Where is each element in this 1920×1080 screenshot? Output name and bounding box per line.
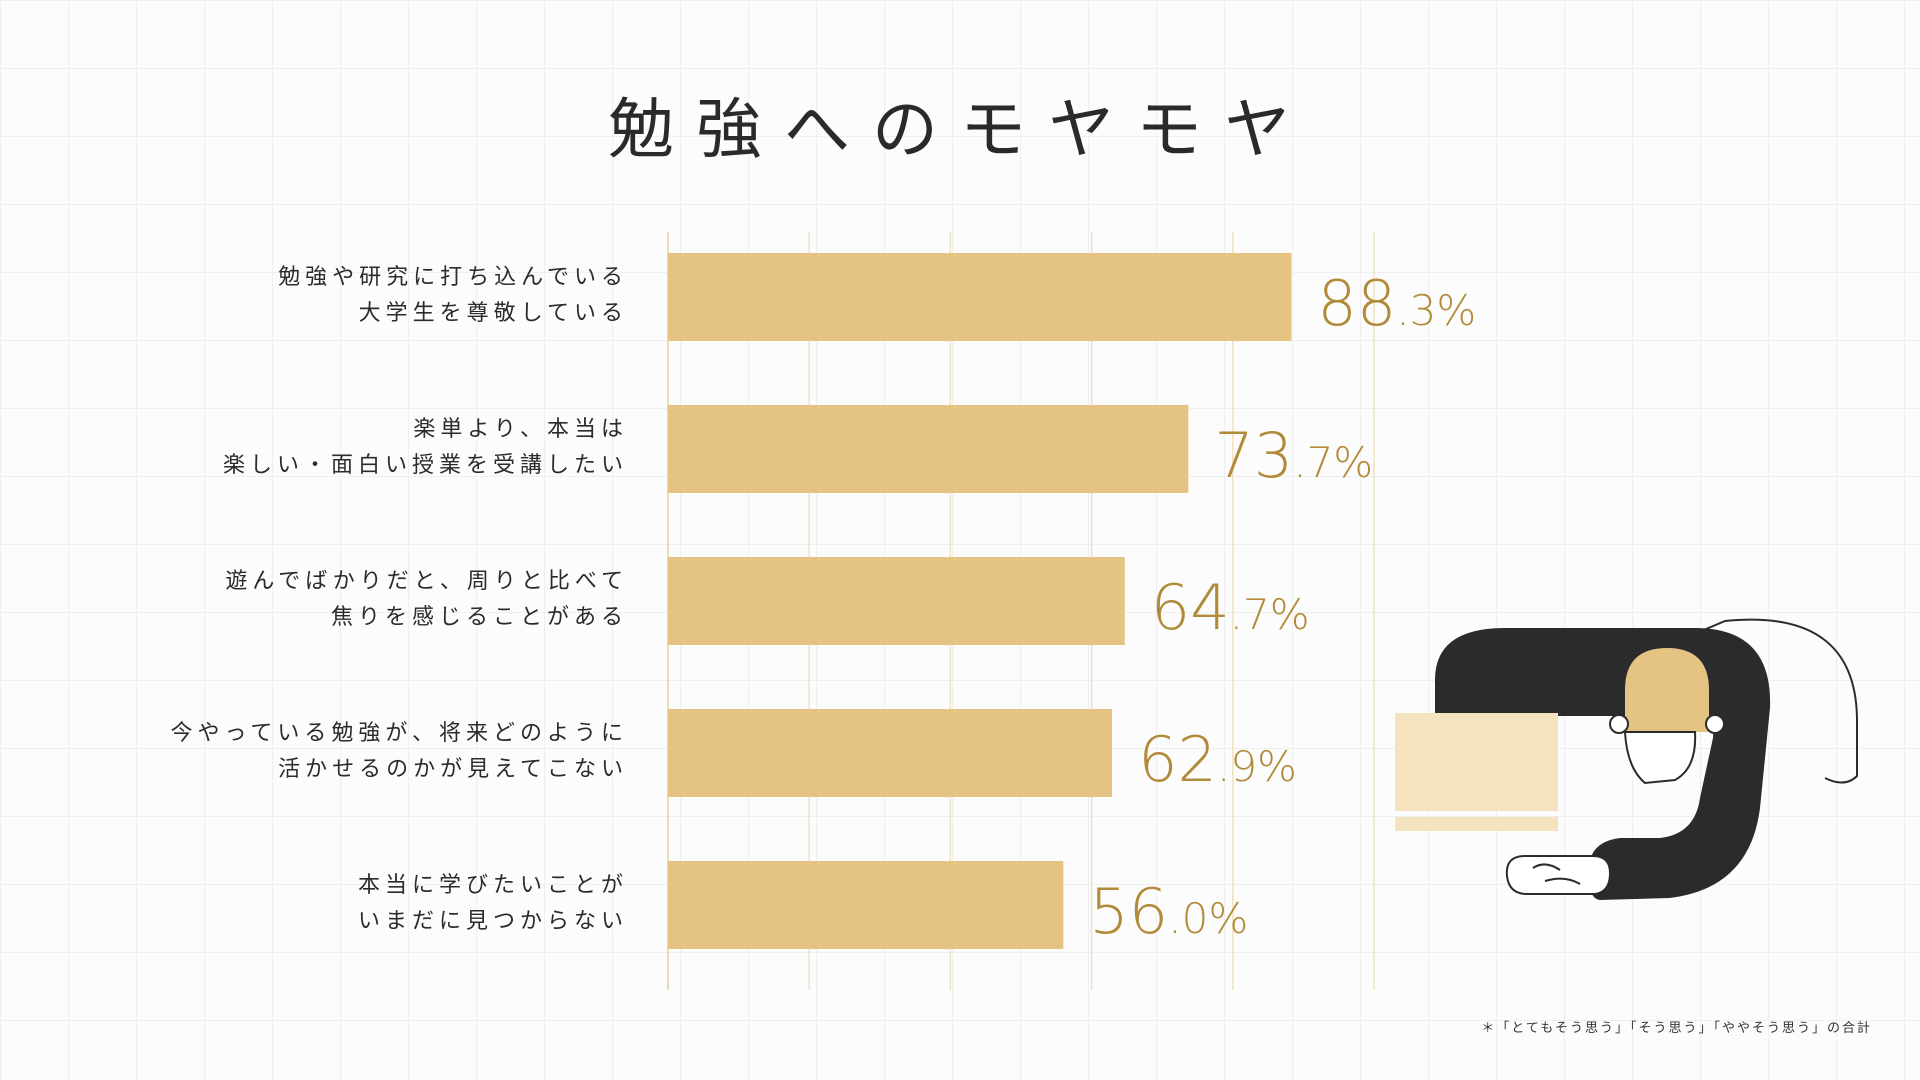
collar-shape [1623, 731, 1697, 785]
category-label: いまだに見つからない [358, 909, 628, 934]
head-shape [1625, 648, 1709, 732]
bar [668, 557, 1125, 645]
category-label: 楽しい・面白い授業を受講したい [223, 453, 628, 478]
ear-right-icon [1705, 714, 1725, 734]
category-label: 楽単より、本当は [413, 417, 628, 442]
category-label: 大学生を尊敬している [359, 301, 628, 326]
value-label: 64.7% [1151, 571, 1310, 644]
value-label: 62.9% [1138, 723, 1297, 796]
bar [668, 253, 1292, 341]
category-label: 活かせるのかが見えてこない [278, 757, 628, 782]
ear-left-icon [1609, 714, 1629, 734]
desk-edge [1395, 817, 1558, 831]
chart-category-labels: 勉強や研究に打ち込んでいる大学生を尊敬している楽単より、本当は楽しい・面白い授業… [171, 265, 628, 934]
bar [668, 709, 1113, 797]
value-label: 56.0% [1089, 875, 1248, 948]
value-label: 73.7% [1214, 419, 1373, 492]
footnote: ＊「とてもそう思う」「そう思う」「ややそう思う」の合計 [1481, 1021, 1872, 1036]
bar [668, 405, 1189, 493]
bar [668, 861, 1064, 949]
chart-value-labels: 88.3% 73.7% 64.7% 62.9% 56.0% [1089, 267, 1476, 948]
value-label: 88.3% [1317, 267, 1476, 340]
category-label: 勉強や研究に打ち込んでいる [278, 265, 628, 290]
hand-shape [1505, 855, 1612, 895]
page-title: 勉強へのモヤモヤ [608, 91, 1312, 168]
chair-outline [1684, 618, 1858, 784]
laptop-screen [1395, 713, 1558, 811]
person-at-desk-illustration [1395, 618, 1858, 900]
category-label: 今やっている勉強が、将来どのように [171, 721, 628, 746]
hand-finger-lines [1532, 863, 1581, 885]
category-label: 本当に学びたいことが [358, 873, 628, 898]
chart-bars [668, 253, 1292, 949]
category-label: 遊んでばかりだと、周りと比べて [225, 569, 628, 594]
category-label: 焦りを感じることがある [331, 605, 628, 630]
